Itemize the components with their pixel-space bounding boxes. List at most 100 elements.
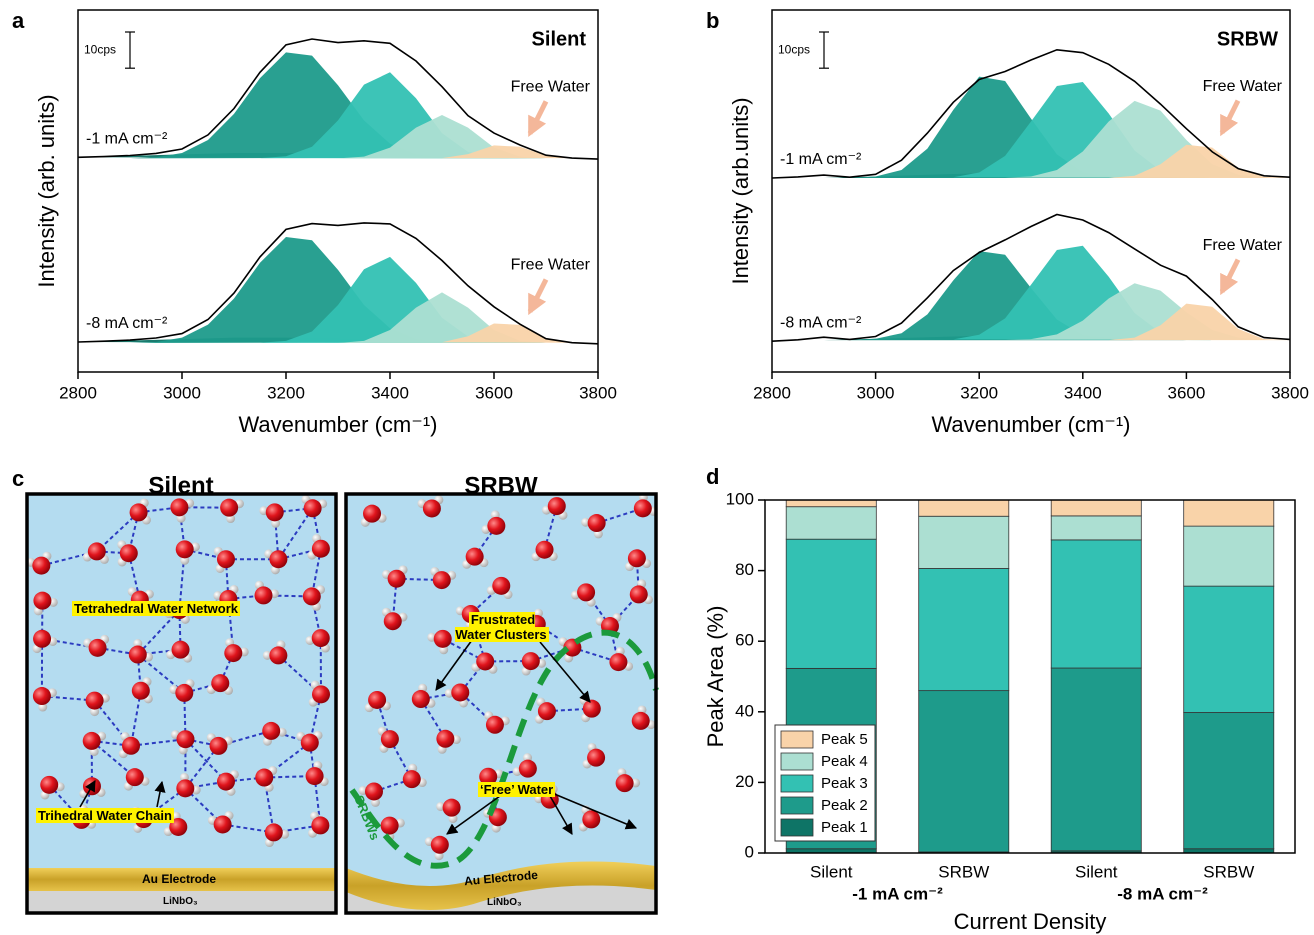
oxygen: [631, 711, 650, 730]
bar-segment: [1050, 667, 1142, 852]
panel-label: d: [706, 464, 719, 489]
oxygen: [547, 497, 566, 516]
electrode-label: Au Electrode: [142, 872, 217, 886]
hydrogen-bond: [277, 507, 314, 560]
annotation: Free Water: [1203, 237, 1283, 254]
panel-title: SRBW: [1217, 28, 1278, 50]
x-tick-label: 3400: [371, 383, 409, 402]
oxygen: [131, 681, 150, 700]
arrow: [539, 641, 591, 703]
oxygen: [492, 576, 511, 595]
hydrogen-bond: [91, 740, 136, 778]
fitted-peak: [1108, 303, 1290, 341]
arrow: [435, 639, 473, 691]
panel-title: Silent: [532, 28, 587, 50]
oxygen: [577, 583, 596, 602]
oxygen: [368, 690, 387, 709]
substrate-label: LiNbO₃: [163, 896, 198, 907]
hydrogen-bond: [277, 654, 322, 696]
oxygen: [125, 768, 144, 787]
oxygen: [518, 759, 537, 778]
oxygen: [269, 550, 288, 569]
group-label: -1 mA cm⁻²: [852, 884, 943, 903]
annotation: Free Water: [511, 257, 591, 274]
legend-label: Peak 1: [821, 819, 868, 836]
y-tick-label: 0: [745, 842, 754, 861]
oxygen: [170, 498, 189, 517]
fitted-peak: [338, 115, 572, 159]
legend-label: Peak 3: [821, 775, 868, 792]
oxygen: [364, 782, 383, 801]
water-box: [346, 494, 656, 913]
oxygen: [432, 571, 451, 590]
oxygen: [216, 550, 235, 569]
spectrum-panel: b -1 mA cm⁻² Free Water -8 mA cm⁻² Free Wate…: [706, 8, 1309, 437]
bar-segment: [918, 499, 1010, 517]
y-tick-label: 60: [735, 631, 754, 650]
oxygen: [629, 585, 648, 604]
oxygen: [380, 730, 399, 749]
oxygen: [87, 542, 106, 561]
oxygen: [254, 586, 273, 605]
oxygen: [300, 733, 319, 752]
x-tick-label: 3600: [1167, 383, 1205, 402]
oxygen: [363, 504, 382, 523]
scale-bar-label: 10cps: [84, 42, 116, 56]
annotation: Free Water: [511, 79, 591, 96]
hydrogen: [180, 555, 190, 565]
x-tick-label: 3800: [579, 383, 617, 402]
substrate: [27, 891, 336, 913]
fitted-peak: [953, 82, 1213, 178]
oxygen: [302, 587, 321, 606]
oxygen: [627, 549, 646, 568]
oxygen: [303, 499, 322, 518]
legend-swatch: [780, 752, 814, 771]
fitted-peak: [849, 251, 1135, 341]
x-axis-label: Wavenumber (cm⁻¹): [238, 412, 437, 437]
oxygen: [383, 612, 402, 631]
oxygen: [442, 798, 461, 817]
oxygen: [312, 685, 331, 704]
fitted-peak: [442, 323, 572, 343]
hydrogen-bond: [41, 550, 98, 567]
bar-segment: [1183, 712, 1275, 850]
group-label: -8 mA cm⁻²: [1117, 884, 1208, 903]
bar-segment: [1050, 539, 1142, 669]
annotation-text: Frustrated Water Clusters: [455, 612, 549, 642]
spectrum-label: -1 mA cm⁻²: [780, 151, 862, 168]
oxygen: [269, 646, 288, 665]
oxygen: [430, 835, 449, 854]
oxygen: [465, 547, 484, 566]
annotation-arrow: [527, 278, 549, 316]
oxygen: [171, 640, 190, 659]
fitted-peak: [1108, 144, 1290, 178]
x-tick-label: 2800: [59, 383, 97, 402]
x-tick-label: 3200: [960, 383, 998, 402]
srbw-wave: [349, 629, 659, 869]
panel-label: c: [12, 466, 24, 491]
x-tick-label: 3000: [857, 383, 895, 402]
oxygen: [32, 556, 51, 575]
electrode: [346, 861, 656, 910]
x-tick-label: Silent: [1075, 862, 1118, 881]
y-axis-label: Intensity (arb.units): [728, 97, 753, 284]
hydrogen-bond: [96, 511, 140, 553]
substrate: [346, 885, 656, 913]
spectrum-label: -8 mA cm⁻²: [780, 314, 862, 331]
oxygen: [175, 540, 194, 559]
oxygen: [436, 729, 455, 748]
x-tick-label: 3000: [163, 383, 201, 402]
measured-spectrum: [771, 48, 1291, 179]
x-tick-label: 3600: [475, 383, 513, 402]
fitted-peak: [442, 145, 572, 159]
oxygen: [128, 645, 147, 664]
legend-label: Peak 5: [821, 731, 868, 748]
oxygen: [305, 767, 324, 786]
scale-bar-label: 10cps: [778, 42, 810, 56]
panel-label: a: [12, 8, 25, 33]
arrow: [79, 780, 96, 808]
arrow: [446, 795, 501, 835]
oxygen: [176, 779, 195, 798]
oxygen: [129, 503, 148, 522]
